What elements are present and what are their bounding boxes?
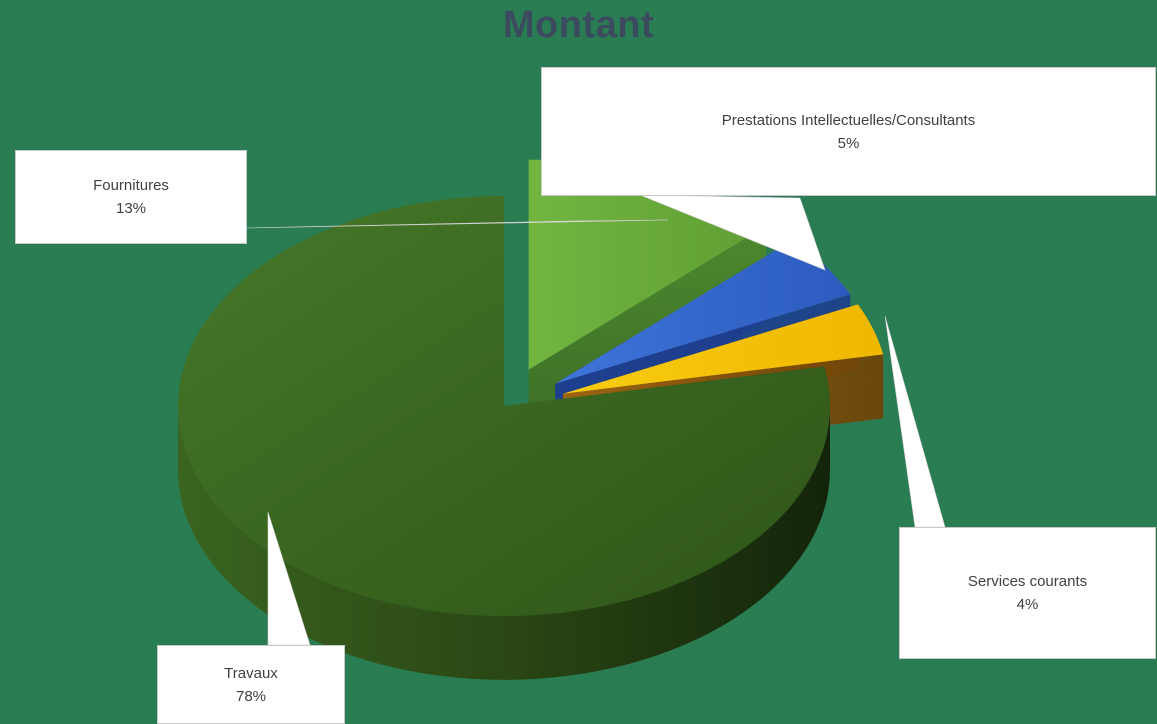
callout-travaux: Travaux 78% [157, 645, 345, 724]
callout-fournitures: Fournitures 13% [15, 150, 247, 244]
callout-prestations-value: 5% [837, 134, 860, 152]
leader-fournitures [244, 219, 669, 229]
leader-prestations [639, 194, 826, 271]
slice-travaux-top [177, 196, 830, 617]
slice-travaux-outer-wall [178, 406, 830, 680]
callout-prestations: Prestations Intellectuelles/Consultants … [541, 67, 1156, 196]
callout-services-label: Services courants [967, 573, 1088, 590]
slice-prestations-top [555, 239, 851, 384]
callout-travaux-value: 78% [235, 687, 267, 705]
chart-title: Montant [502, 4, 655, 46]
callout-fournitures-label: Fournitures [93, 177, 169, 194]
leader-services [884, 315, 946, 528]
slice-services-top [562, 304, 884, 394]
callout-prestations-label: Prestations Intellectuelles/Consultants [721, 111, 976, 129]
callout-travaux-label: Travaux [224, 664, 278, 682]
callout-services-value: 4% [1016, 596, 1039, 613]
callout-fournitures-value: 13% [115, 200, 147, 217]
callout-services: Services courants 4% [899, 527, 1156, 659]
